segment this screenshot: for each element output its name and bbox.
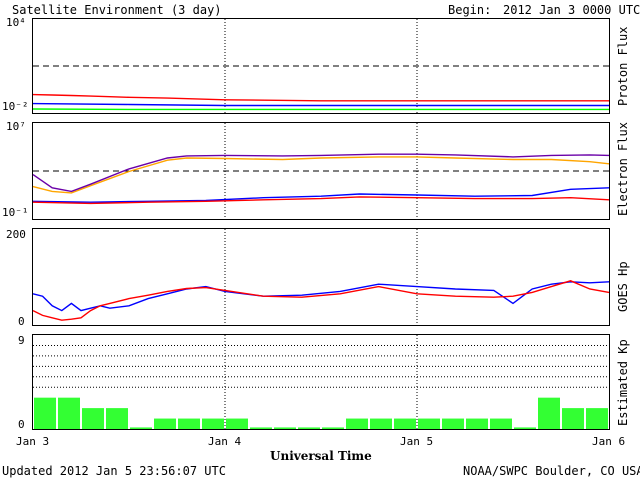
xtick-jan5: Jan 5 (400, 435, 434, 448)
kp-bar (466, 418, 488, 429)
kp-bar (178, 418, 200, 429)
electron-ytick-top: 10⁷ (6, 120, 26, 133)
kp-bar (418, 418, 440, 429)
hp-ylabel: GOES Hp (616, 261, 630, 312)
credit-text: NOAA/SWPC Boulder, CO USA (463, 464, 640, 478)
kp-ytick-bottom: 0 (18, 418, 25, 431)
kp-bar (514, 427, 536, 429)
x-axis-label: Universal Time (270, 449, 372, 463)
kp-bar (250, 427, 272, 429)
proton-ytick-bottom: 10⁻² (2, 100, 29, 113)
kp-bar (34, 397, 56, 429)
xtick-jan4: Jan 4 (208, 435, 242, 448)
kp-bar (394, 418, 416, 429)
kp-bar (538, 397, 560, 429)
proton-ylabel: Proton Flux (616, 26, 630, 106)
kp-ytick-top: 9 (18, 334, 25, 347)
kp-bar (106, 408, 128, 429)
kp-bar (490, 418, 512, 429)
kp-bar (274, 427, 296, 429)
hp-panel (32, 228, 610, 326)
series-line-0-1 (32, 102, 609, 107)
kp-bar (298, 427, 320, 429)
kp-bar (322, 427, 344, 429)
kp-ylabel: Estimated Kp (616, 339, 630, 426)
series-line-1-0 (32, 156, 610, 194)
series-line-1-1 (32, 153, 610, 193)
kp-bar (58, 397, 80, 429)
begin-label: Begin: (448, 3, 492, 17)
series-line-2-1 (32, 280, 610, 321)
begin-value: 2012 Jan 3 0000 UTC (503, 3, 640, 17)
kp-bar (346, 418, 368, 429)
kp-panel (32, 334, 610, 430)
hp-ytick-top: 200 (6, 228, 26, 241)
series-line-1-3 (32, 196, 610, 205)
kp-bar (202, 418, 224, 429)
kp-bar (82, 408, 104, 429)
updated-timestamp: Updated 2012 Jan 5 23:56:07 UTC (2, 464, 226, 478)
kp-bar (370, 418, 392, 429)
xtick-jan3: Jan 3 (16, 435, 50, 448)
kp-bar (226, 418, 248, 429)
series-line-1-2 (32, 187, 610, 203)
kp-bar (130, 427, 152, 429)
kp-bar (562, 408, 584, 429)
kp-bar (586, 408, 608, 429)
electron-ytick-bottom: 10⁻¹ (2, 206, 29, 219)
chart-title: Satellite Environment (3 day) (12, 3, 222, 17)
kp-bar (154, 418, 176, 429)
series-line-0-0 (32, 93, 609, 102)
kp-bar (442, 418, 464, 429)
xtick-jan6: Jan 6 (592, 435, 626, 448)
proton-ytick-top: 10⁴ (6, 16, 26, 29)
electron-ylabel: Electron Flux (616, 122, 630, 216)
hp-ytick-bottom: 0 (18, 315, 25, 328)
